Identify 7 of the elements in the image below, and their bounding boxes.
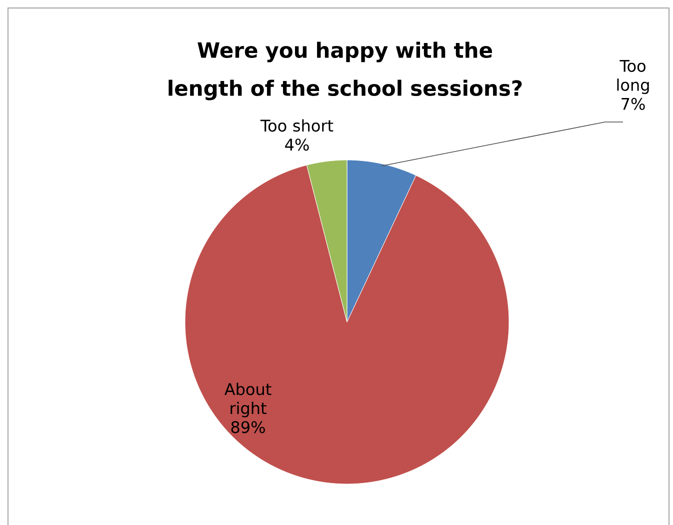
- data-label: 7%: [622, 98, 645, 110]
- slice-label: Too short: [260, 119, 334, 132]
- slice-label: Too long: [617, 60, 649, 94]
- data-label: 4%: [285, 138, 309, 151]
- slice-label: About right: [224, 382, 272, 418]
- chart-title: Were you happy with the length of the school sessions?: [168, 42, 522, 100]
- data-label: 89%: [231, 421, 265, 434]
